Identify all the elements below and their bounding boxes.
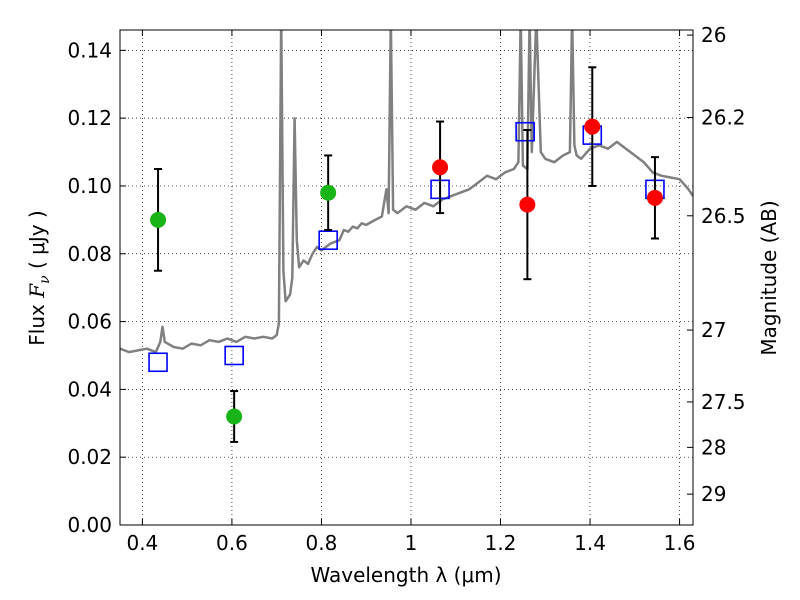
x-tick-label: 1.2 bbox=[485, 531, 517, 555]
x-tick-label: 0.6 bbox=[216, 531, 248, 555]
y2-tick-label: 29 bbox=[701, 482, 726, 506]
x-tick-label: 1 bbox=[405, 531, 418, 555]
y-tick-label: 0.06 bbox=[67, 310, 112, 334]
observed-flux-point bbox=[646, 189, 663, 206]
spectrum-line bbox=[120, 30, 693, 354]
model-photometry-marker bbox=[515, 121, 535, 142]
y2-tick-label: 26.5 bbox=[701, 204, 746, 228]
model-photometry-marker bbox=[224, 345, 244, 366]
data-layer bbox=[120, 30, 693, 354]
y-tick-label: 0.12 bbox=[67, 106, 112, 130]
y2-tick-label: 26 bbox=[701, 23, 726, 47]
plot-background bbox=[120, 30, 693, 525]
y-tick-label: 0.04 bbox=[67, 377, 112, 401]
y-tick-label: 0.14 bbox=[67, 38, 112, 62]
x-axis-label: Wavelength λ (μm) bbox=[310, 563, 501, 587]
axis-ticks: 0.4 0.6 0.8 1 1.2 1.4 1.6 0.00 0.02 0.04 0.06 0.08 0… bbox=[67, 23, 745, 555]
y-axis-label-var: F bbox=[25, 283, 49, 299]
y-tick-label: 0.02 bbox=[67, 445, 112, 469]
plot-frame bbox=[119, 29, 694, 526]
y2-tick-label: 27 bbox=[701, 318, 726, 342]
y2-tick-label: 28 bbox=[701, 435, 726, 459]
y-tick-label: 0.10 bbox=[67, 174, 112, 198]
model-photometry-marker bbox=[318, 230, 338, 251]
observed-flux-point bbox=[320, 184, 337, 201]
x-tick-label: 0.8 bbox=[306, 531, 338, 555]
y2-tick-label: 27.5 bbox=[701, 390, 746, 414]
y-tick-label: 0.00 bbox=[67, 513, 112, 537]
observed-flux-point bbox=[584, 118, 601, 135]
y2-axis-label: Magnitude (AB) bbox=[757, 200, 781, 355]
y-axis-label-pre: Flux bbox=[25, 298, 49, 346]
marker-layer bbox=[148, 66, 665, 443]
model-photometry-marker bbox=[148, 352, 168, 373]
y2-tick-label: 26.2 bbox=[701, 105, 746, 129]
observed-flux-point bbox=[519, 196, 536, 213]
y-axis-label-post: ( μJy ) bbox=[25, 210, 49, 275]
y-axis-label-sub: ν bbox=[37, 275, 53, 284]
x-tick-label: 0.4 bbox=[126, 531, 158, 555]
x-tick-label: 1.4 bbox=[574, 531, 606, 555]
observed-flux-point bbox=[432, 159, 449, 176]
y-tick-label: 0.08 bbox=[67, 242, 112, 266]
observed-flux-point bbox=[226, 408, 243, 425]
y-axis-label: Flux Fν ( μJy ) bbox=[25, 210, 53, 345]
observed-flux-point bbox=[150, 211, 167, 228]
x-tick-label: 1.6 bbox=[664, 531, 696, 555]
